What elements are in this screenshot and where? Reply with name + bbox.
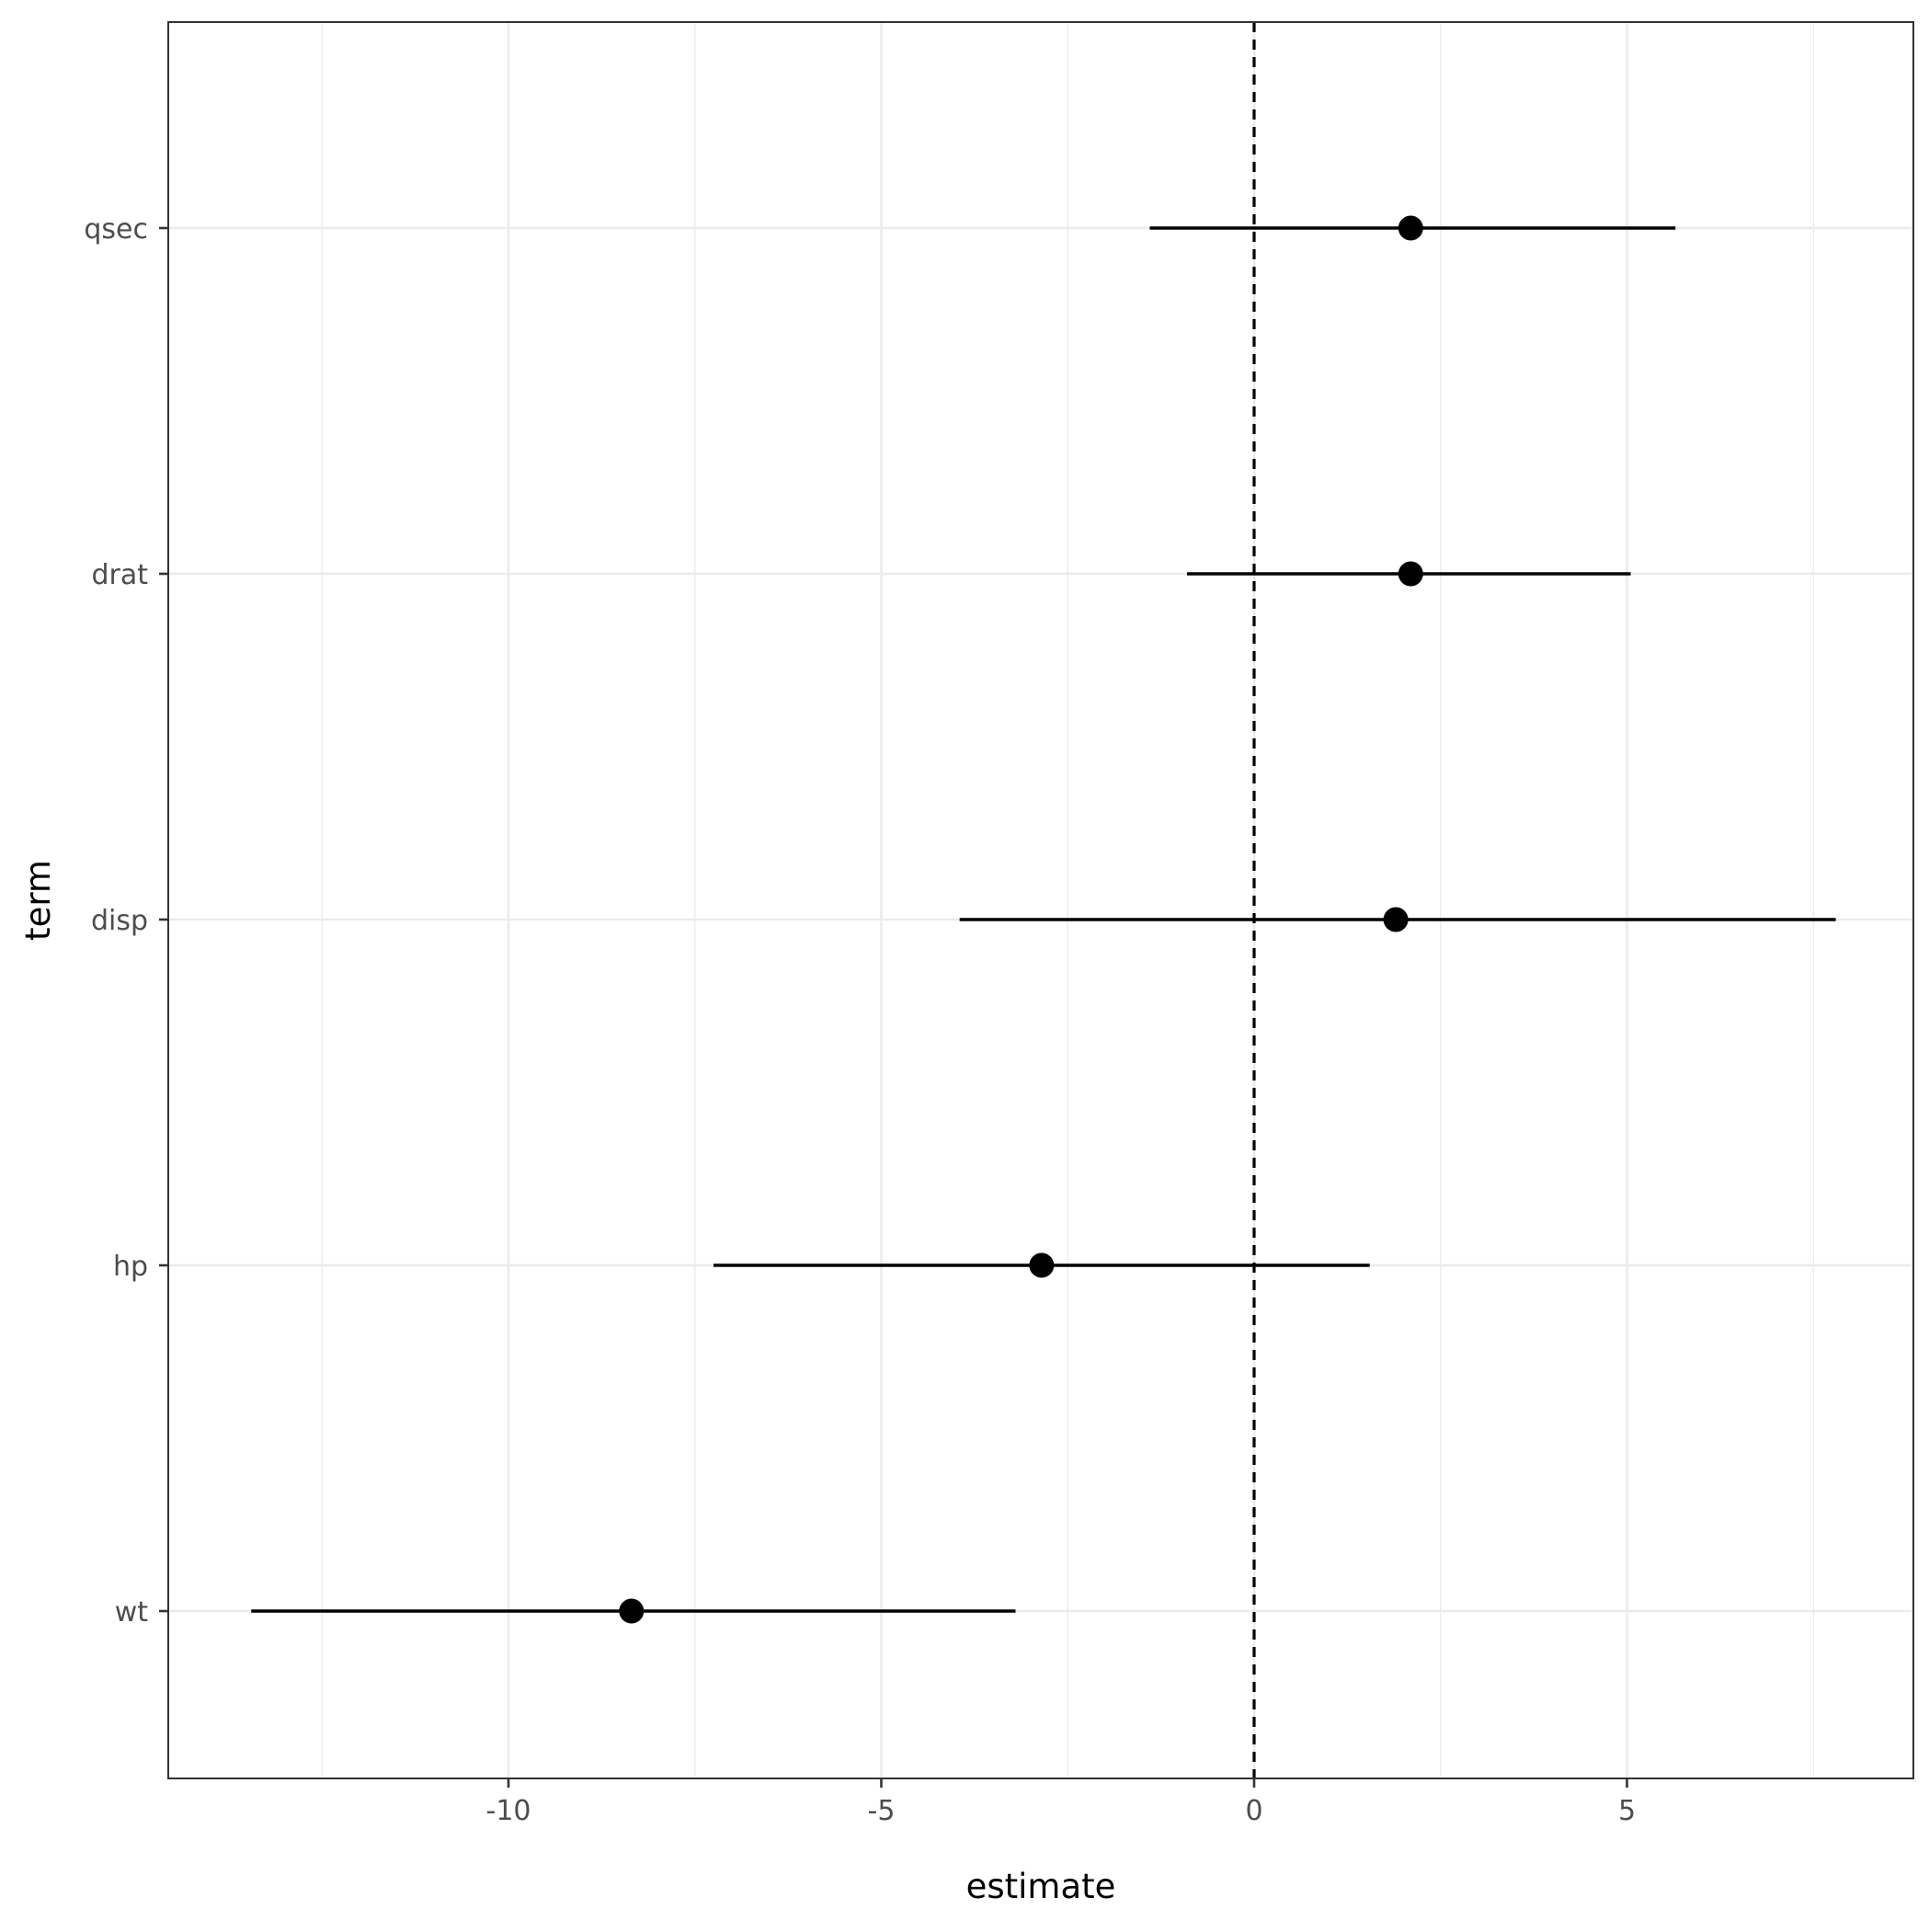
panel-border — [167, 21, 1914, 1779]
point-disp — [1383, 907, 1409, 932]
x-tick-label-2: 0 — [1245, 1795, 1262, 1827]
y-axis-title: term — [18, 860, 58, 941]
y-tick-label-qsec: qsec — [84, 213, 148, 246]
marks-layer — [251, 215, 1836, 1624]
axis-layer: wt hp disp drat qsec -10 -5 0 5 — [84, 213, 1636, 1827]
point-drat — [1398, 561, 1423, 587]
point-wt — [619, 1598, 645, 1624]
x-tick-label-3: 5 — [1618, 1795, 1636, 1827]
x-tick-label-1: -5 — [868, 1795, 896, 1827]
x-tick-label-0: -10 — [486, 1795, 531, 1827]
point-qsec — [1398, 215, 1423, 241]
y-tick-label-wt: wt — [115, 1596, 149, 1629]
y-tick-label-drat: drat — [91, 559, 148, 591]
x-axis-title: estimate — [966, 1867, 1116, 1906]
y-tick-label-disp: disp — [91, 905, 148, 937]
y-tick-label-hp: hp — [113, 1251, 148, 1283]
point-hp — [1029, 1252, 1055, 1278]
